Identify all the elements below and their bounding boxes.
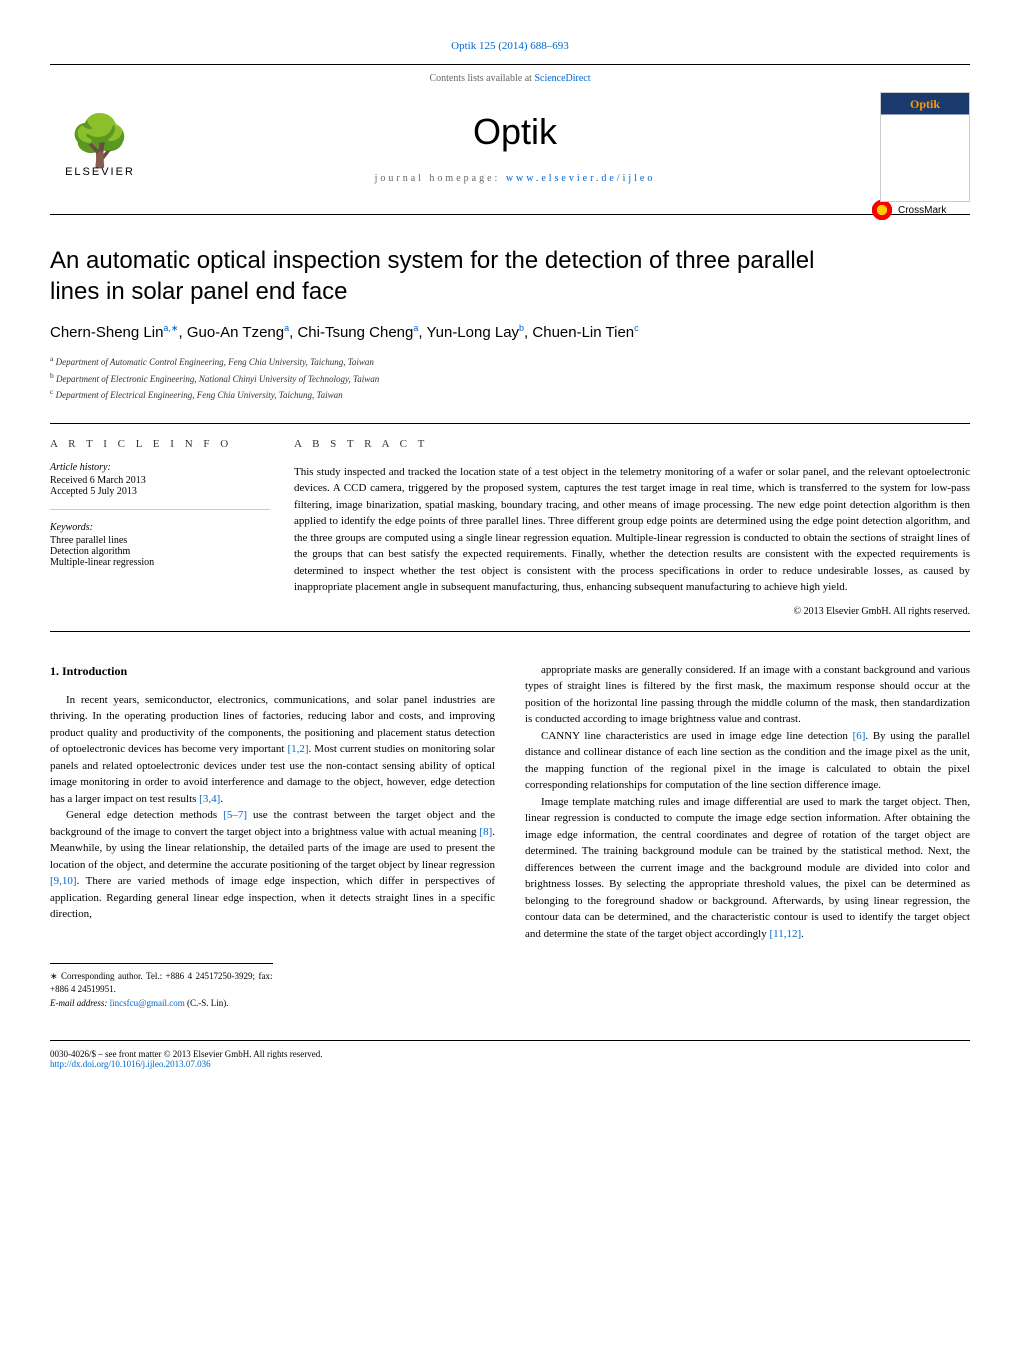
keyword-0: Three parallel lines [50, 535, 270, 546]
corresponding-footnote: ∗ Corresponding author. Tel.: +886 4 245… [50, 963, 273, 1011]
author-0-sup: a,∗ [163, 323, 178, 333]
keywords-label: Keywords: [50, 522, 270, 533]
intro-p1: In recent years, semiconductor, electron… [50, 692, 495, 808]
article-info-heading: a r t i c l e i n f o [50, 438, 270, 450]
homepage-link[interactable]: www.elsevier.de/ijleo [506, 173, 656, 184]
author-1: Guo-An Tzeng [187, 324, 284, 341]
email-link[interactable]: lincsfcu@gmail.com [110, 998, 185, 1008]
author-4-sup: c [634, 323, 639, 333]
doi-link[interactable]: http://dx.doi.org/10.1016/j.ijleo.2013.0… [50, 1059, 211, 1069]
affiliation-a: a Department of Automatic Control Engine… [50, 353, 970, 370]
intro-p2: General edge detection methods [5–7] use… [50, 807, 495, 923]
author-2: Chi-Tsung Cheng [297, 324, 413, 341]
elsevier-text: ELSEVIER [65, 166, 135, 178]
affiliations: a Department of Automatic Control Engine… [50, 353, 970, 403]
corresponding-author: ∗ Corresponding author. Tel.: +886 4 245… [50, 970, 273, 997]
received-date: Received 6 March 2013 [50, 475, 270, 486]
ref-6[interactable]: [6] [853, 730, 866, 742]
author-4: Chuen-Lin Tien [532, 324, 634, 341]
author-2-sup: a [413, 323, 418, 333]
ref-9-10[interactable]: [9,10] [50, 875, 77, 887]
journal-cover-thumbnail: Optik [880, 92, 970, 202]
sciencedirect-link[interactable]: ScienceDirect [534, 73, 590, 84]
header-citation: Optik 125 (2014) 688–693 [50, 40, 970, 52]
author-0: Chern-Sheng Lin [50, 324, 163, 341]
accepted-date: Accepted 5 July 2013 [50, 486, 270, 497]
crossmark-label: CrossMark [898, 205, 946, 216]
intro-p4: CANNY line characteristics are used in i… [525, 728, 970, 794]
abstract-copyright: © 2013 Elsevier GmbH. All rights reserve… [294, 606, 970, 617]
issn-line: 0030-4026/$ – see front matter © 2013 El… [50, 1049, 970, 1059]
body-two-columns: 1. Introduction In recent years, semicon… [50, 662, 970, 1011]
elsevier-tree-icon: 🌳 [69, 116, 131, 166]
body-column-right: appropriate masks are generally consider… [525, 662, 970, 1011]
body-column-left: 1. Introduction In recent years, semicon… [50, 662, 495, 1011]
abstract-text: This study inspected and tracked the loc… [294, 464, 970, 596]
contents-available: Contents lists available at ScienceDirec… [50, 64, 970, 84]
homepage-label: journal homepage: [375, 173, 506, 184]
abstract-column: a b s t r a c t This study inspected and… [294, 438, 970, 617]
ref-11-12[interactable]: [11,12] [769, 928, 801, 940]
abstract-heading: a b s t r a c t [294, 438, 970, 450]
journal-title: Optik [150, 111, 880, 153]
author-3-sup: b [519, 323, 524, 333]
author-3: Yun-Long Lay [426, 324, 519, 341]
contents-prefix: Contents lists available at [429, 73, 534, 84]
page-footer: 0030-4026/$ – see front matter © 2013 El… [50, 1040, 970, 1069]
section-1-heading: 1. Introduction [50, 662, 495, 680]
article-info-column: a r t i c l e i n f o Article history: R… [50, 438, 270, 617]
journal-header: 🌳 ELSEVIER Optik journal homepage: www.e… [50, 92, 970, 215]
cover-title: Optik [881, 93, 969, 112]
intro-p5: Image template matching rules and image … [525, 794, 970, 943]
affiliation-c: c Department of Electrical Engineering, … [50, 386, 970, 403]
ref-3-4[interactable]: [3,4] [199, 793, 220, 805]
authors-line: Chern-Sheng Lina,∗, Guo-An Tzenga, Chi-T… [50, 323, 970, 341]
ref-5-7[interactable]: [5–7] [223, 809, 247, 821]
affiliation-b: b Department of Electronic Engineering, … [50, 370, 970, 387]
ref-1-2[interactable]: [1,2] [287, 743, 308, 755]
ref-8[interactable]: [8] [479, 826, 492, 838]
intro-p3: appropriate masks are generally consider… [525, 662, 970, 728]
journal-homepage: journal homepage: www.elsevier.de/ijleo [150, 173, 880, 184]
email-line: E-mail address: lincsfcu@gmail.com (C.-S… [50, 997, 273, 1011]
article-title: An automatic optical inspection system f… [50, 245, 970, 307]
elsevier-logo: 🌳 ELSEVIER [50, 97, 150, 197]
keyword-2: Multiple-linear regression [50, 557, 270, 568]
keyword-1: Detection algorithm [50, 546, 270, 557]
author-1-sup: a [284, 323, 289, 333]
history-label: Article history: [50, 462, 270, 473]
